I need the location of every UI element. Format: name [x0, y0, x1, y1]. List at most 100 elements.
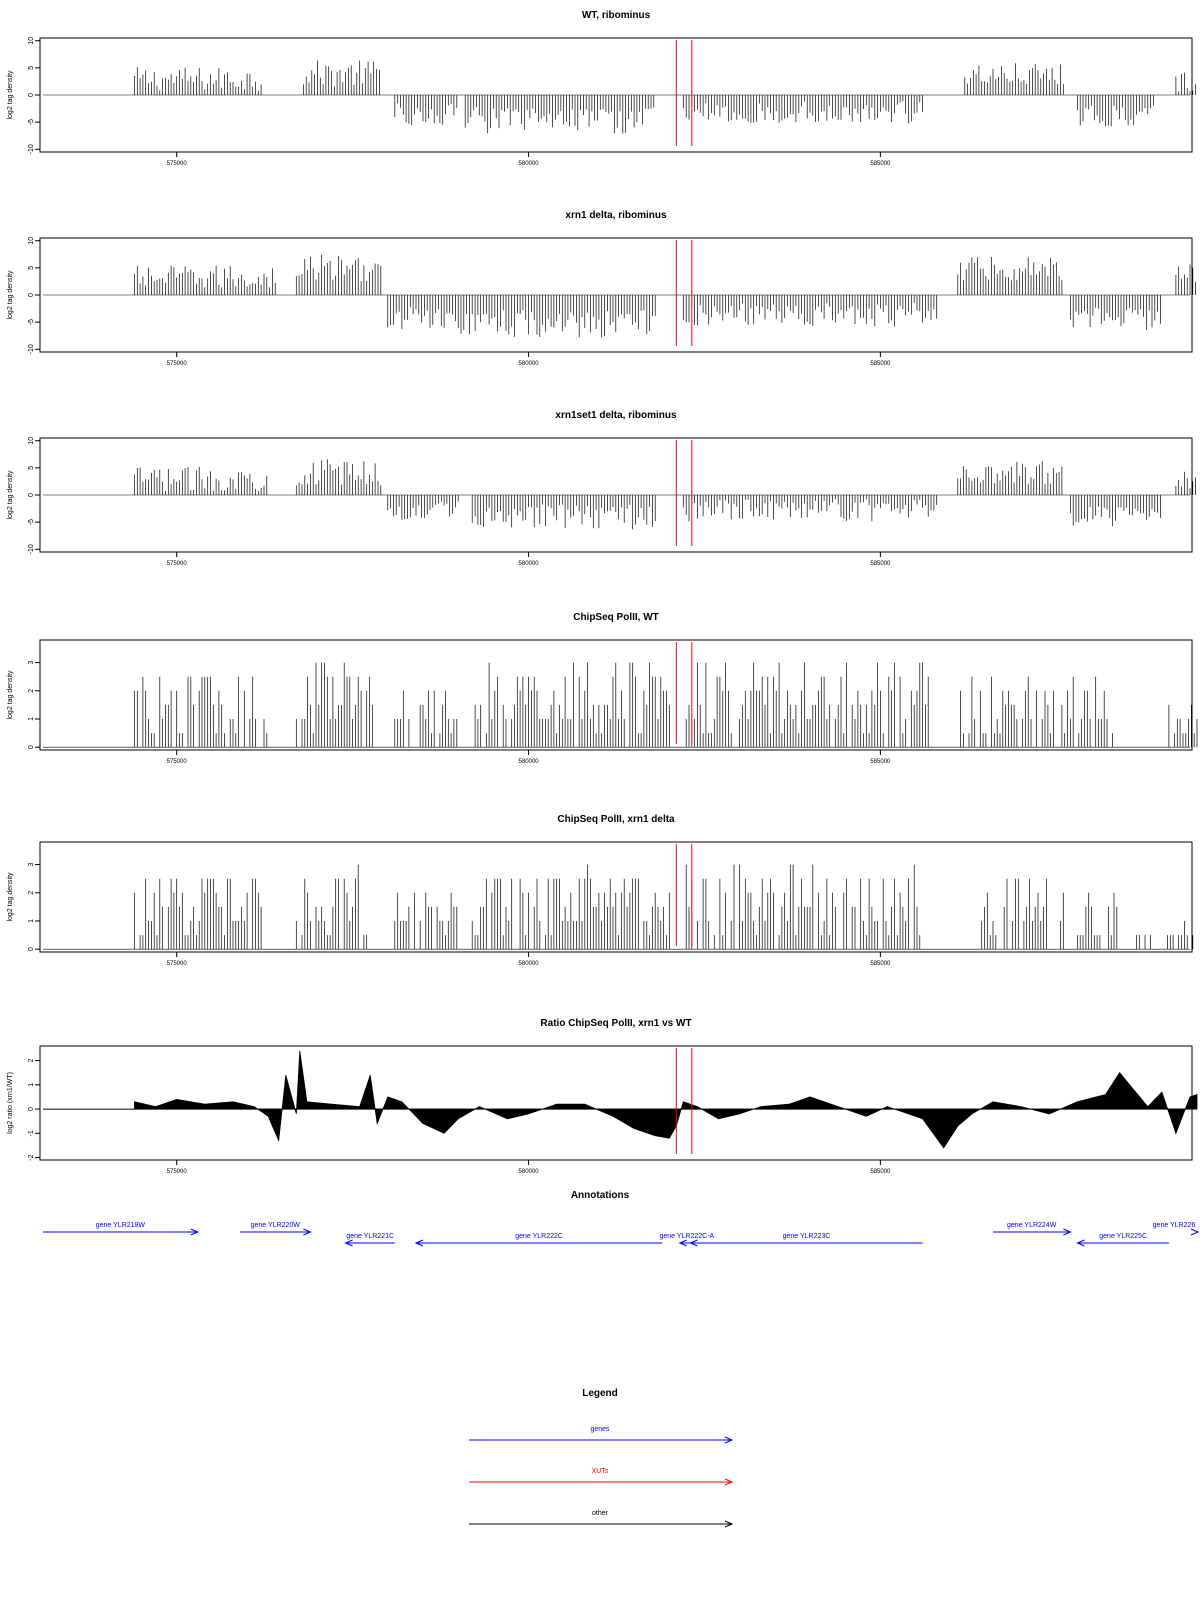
y-tick-label: -2: [28, 1154, 35, 1160]
y-tick-label: -1: [28, 1130, 35, 1136]
arrow-head: [414, 1239, 424, 1247]
y-tick-label: 1: [28, 1083, 35, 1087]
gene-annotation: gene YLR222C: [414, 1233, 663, 1247]
x-tick-label: 575000: [167, 759, 188, 765]
x-axis: 575000580000585000590000: [167, 952, 891, 967]
y-tick-label: 1: [28, 717, 35, 721]
data-series: [43, 60, 1196, 134]
legend-item: other: [469, 1510, 734, 1528]
y-tick-label: 0: [28, 293, 35, 297]
gene-annotation: gene YLR225C: [1076, 1233, 1169, 1247]
density-bars: [134, 864, 1194, 950]
y-axis-label: log2 tag density: [7, 470, 14, 520]
y-axis-label: log2 tag density: [7, 872, 14, 922]
legend-label: XUTs: [592, 1468, 609, 1475]
legend-item: genes: [469, 1426, 734, 1444]
gene-label: gene YLR221C: [346, 1233, 394, 1240]
arrow-head: [190, 1228, 200, 1236]
y-tick-label: -10: [28, 144, 35, 154]
panel-6: Ratio ChipSeq PolII, xrn1 vs WT -2 -1 0 1 2 lo…: [7, 1018, 1198, 1175]
x-axis: 575000580000585000590000: [167, 152, 891, 167]
y-axis: -2 -1 0 1 2 log2 ratio (xrn1/WT): [7, 1059, 40, 1161]
y-axis: 0 1 2 3 log2 tag density: [7, 661, 40, 749]
legend: Legend genes XUTs other: [469, 1388, 734, 1528]
gene-label: gene YLR223C: [783, 1233, 831, 1240]
y-tick-label: -10: [28, 344, 35, 354]
plot-frame: [39, 639, 1193, 751]
gene-label: gene YLR225C: [1099, 1233, 1147, 1240]
y-tick-label: 0: [28, 1107, 35, 1111]
gene-annotation: gene YLR224W: [992, 1222, 1072, 1236]
x-tick-label: 580000: [519, 561, 540, 567]
x-tick-label: 585000: [870, 961, 891, 967]
arrow-head: [724, 1478, 734, 1486]
panel-title: Ratio ChipSeq PolII, xrn1 vs WT: [540, 1018, 691, 1029]
y-tick-label: 2: [28, 891, 35, 895]
x-tick-label: 585000: [870, 1169, 891, 1175]
plot-frame: [39, 841, 1193, 953]
y-tick-label: 2: [28, 689, 35, 693]
x-axis: 575000580000585000590000: [167, 1160, 891, 1175]
gene-annotation: gene YLR222C-A: [659, 1233, 715, 1247]
legend-label: other: [592, 1510, 609, 1517]
arrow-head: [303, 1228, 312, 1236]
y-axis-label: log2 ratio (xrn1/WT): [7, 1072, 14, 1134]
gene-annotation: gene YLR226: [1153, 1222, 1200, 1236]
y-tick-label: 10: [28, 437, 35, 445]
arrow-head: [1190, 1228, 1200, 1236]
y-axis: -10 -5 0 5 10 log2 tag density: [7, 37, 40, 154]
panel-5: ChipSeq PolII, xrn1 delta 0 1 2 3 log2 tag de…: [7, 814, 1194, 967]
gene-label: gene YLR226: [1153, 1222, 1196, 1229]
x-tick-label: 585000: [870, 561, 891, 567]
x-tick-label: 575000: [167, 1169, 188, 1175]
y-tick-label: 1: [28, 919, 35, 923]
x-tick-label: 575000: [167, 361, 188, 367]
y-tick-label: -5: [28, 319, 35, 325]
legend-label: genes: [590, 1426, 610, 1433]
arrow-head: [678, 1239, 688, 1247]
x-tick-label: 580000: [519, 1169, 540, 1175]
gene-annotation: gene YLR223C: [689, 1233, 923, 1247]
panel-title: ChipSeq PolII, xrn1 delta: [557, 814, 675, 825]
legend-title: Legend: [582, 1388, 618, 1399]
y-axis: -10 -5 0 5 10 log2 tag density: [7, 437, 40, 554]
ratio-area: [134, 1050, 1198, 1149]
data-series: [43, 459, 1196, 530]
x-tick-label: 575000: [167, 561, 188, 567]
y-axis-label: log2 tag density: [7, 70, 14, 120]
y-tick-label: 5: [28, 466, 35, 470]
x-tick-label: 585000: [870, 161, 891, 167]
density-bars: [134, 254, 1196, 338]
gene-annotation: gene YLR221C: [344, 1233, 395, 1247]
y-tick-label: -5: [28, 119, 35, 125]
y-tick-label: 5: [28, 266, 35, 270]
x-tick-label: 585000: [870, 759, 891, 765]
x-axis: 575000580000585000590000: [167, 352, 891, 367]
annotations-panel: Annotations gene YLR219W gene YLR220W gene …: [43, 1190, 1200, 1247]
arrow-head: [344, 1239, 353, 1247]
y-axis: 0 1 2 3 log2 tag density: [7, 863, 40, 951]
panel-title: xrn1set1 delta, ribominus: [555, 410, 677, 421]
gene-label: gene YLR222C-A: [659, 1233, 714, 1240]
y-tick-label: 0: [28, 745, 35, 749]
y-axis-label: log2 tag density: [7, 670, 14, 720]
panel-2: xrn1 delta, ribominus -10 -5 0 5 10 log2 tag d…: [7, 210, 1196, 367]
gene-annotation: gene YLR220W: [240, 1222, 312, 1236]
annotations-title: Annotations: [571, 1190, 630, 1201]
y-axis: -10 -5 0 5 10 log2 tag density: [7, 237, 40, 354]
panel-title: xrn1 delta, ribominus: [565, 210, 667, 221]
x-tick-label: 580000: [519, 759, 540, 765]
y-tick-label: -10: [28, 544, 35, 554]
panel-1: WT, ribominus -10 -5 0 5 10 log2 tag density 57…: [7, 10, 1196, 167]
data-series: [43, 864, 1194, 950]
y-tick-label: 10: [28, 37, 35, 45]
x-tick-label: 580000: [519, 161, 540, 167]
y-tick-label: 3: [28, 661, 35, 665]
panel-3: xrn1set1 delta, ribominus -10 -5 0 5 10 log2 t…: [7, 410, 1196, 567]
arrow-head: [689, 1239, 698, 1247]
density-bars: [134, 60, 1196, 134]
density-bars: [134, 459, 1196, 530]
y-tick-label: 10: [28, 237, 35, 245]
gene-annotation: gene YLR219W: [43, 1222, 200, 1236]
